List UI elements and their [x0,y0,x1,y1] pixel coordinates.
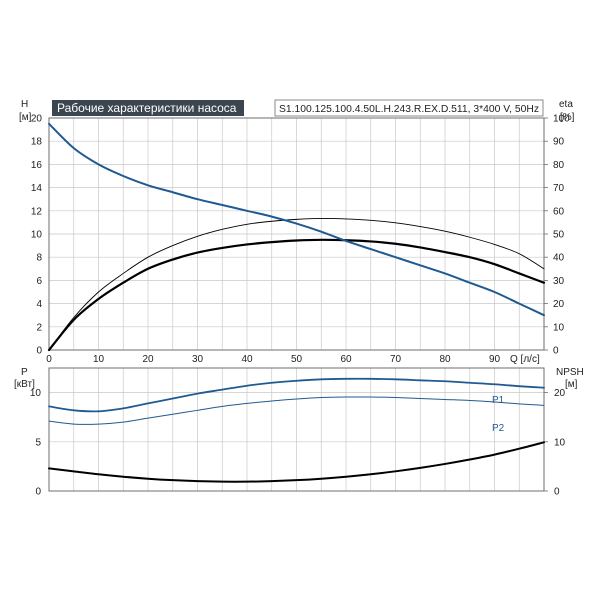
bottom-right-axis-unit: [м] [565,379,578,390]
top-right-tick-label: 60 [553,206,565,217]
top-left-tick-label: 14 [31,183,43,194]
x-tick-label: 30 [192,354,204,365]
top-right-tick-label: 90 [553,137,565,148]
x-tick-label: 20 [142,354,154,365]
top-left-axis-label: H [21,99,28,110]
top-right-tick-label: 50 [553,230,565,241]
x-tick-label: 50 [291,354,303,365]
top-chart-series [47,122,546,352]
x-tick-label: 60 [340,354,352,365]
top-right-tick-label: 10 [553,322,565,333]
chart-title: Рабочие характеристики насоса [57,101,237,115]
bottom-left-axis-label: P [21,367,28,378]
bottom-right-tick-label: 20 [554,388,566,399]
top-right-tick-label: 30 [553,276,565,287]
bottom-left-tick-label: 10 [30,388,42,399]
bottom-chart-series [48,377,545,483]
x-ticks: 0 10 20 30 40 50 60 70 80 90 [46,354,500,365]
top-right-tick-label: 40 [553,253,565,264]
power-p2-curve [48,396,545,425]
x-tick-label: 40 [241,354,253,365]
bottom-right-tick-label: 0 [554,487,560,498]
bottom-right-axis-label: NPSH [556,367,584,378]
npsh-curve [48,441,545,483]
p1-series-label: P1 [492,395,505,406]
x-tick-label: 0 [46,354,52,365]
model-label: S1.100.125.100.4.50L.H.243.R.EX.D.511, 3… [279,104,539,115]
bottom-right-ticks: 0 10 20 [544,388,566,498]
top-left-tick-label: 2 [36,322,42,333]
top-right-tick-label: 70 [553,183,565,194]
top-left-ticks: 0 2 4 6 8 10 12 14 16 18 20 [31,114,43,357]
top-right-tick-label: 100 [553,114,570,125]
top-left-tick-label: 10 [31,230,43,241]
top-chart-grid [48,117,544,351]
bottom-left-axis-unit: [кВт] [14,379,35,390]
chart-title-box [52,100,244,116]
x-tick-label: 90 [489,354,501,365]
bottom-right-tick-label: 10 [554,437,566,448]
top-right-ticks: 0 10 20 30 40 50 60 70 80 90 100 [544,114,570,357]
head-curve-h [48,122,545,317]
top-left-axis-unit: [м] [19,112,32,123]
x-tick-label: 80 [439,354,451,365]
bottom-chart-frame [48,367,545,492]
top-left-tick-label: 20 [31,114,43,125]
bottom-left-ticks: 0 5 10 [30,388,42,497]
bottom-chart-grid [48,368,544,492]
top-right-tick-label: 80 [553,160,565,171]
x-tick-label: 10 [93,354,105,365]
top-left-tick-label: 0 [36,346,42,357]
efficiency-curve-thick [47,238,546,352]
top-left-tick-label: 12 [31,206,43,217]
top-left-tick-label: 16 [31,160,43,171]
bottom-left-tick-label: 5 [35,437,41,448]
x-axis-label: Q [л/с] [510,354,540,365]
top-right-axis-label: eta [559,99,573,110]
bottom-left-tick-label: 0 [35,487,41,498]
top-right-axis-unit: [%] [560,112,575,123]
x-tick-label: 70 [390,354,402,365]
p2-series-label: P2 [492,423,505,434]
efficiency-curve-thin [48,217,545,351]
top-left-tick-label: 8 [36,253,42,264]
top-left-tick-label: 18 [31,137,43,148]
power-p1-curve [48,377,545,413]
top-right-tick-label: 0 [553,346,559,357]
top-left-tick-label: 4 [36,299,42,310]
model-box [274,99,544,117]
top-left-tick-label: 6 [36,276,42,287]
top-right-tick-label: 20 [553,299,565,310]
